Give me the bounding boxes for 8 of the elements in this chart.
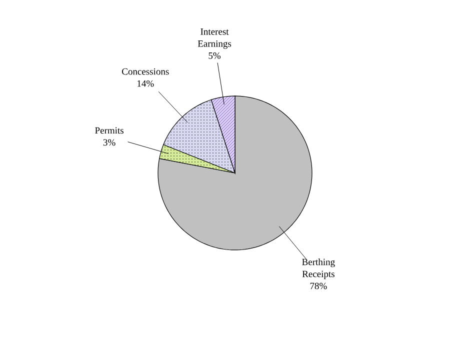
data-label: 78% bbox=[310, 282, 327, 290]
data-label: 3% bbox=[103, 139, 116, 146]
data-label: 5% bbox=[208, 52, 221, 59]
slice-label: Interest Earnings bbox=[198, 28, 232, 49]
slice-label: Berthing Receipts bbox=[302, 258, 335, 280]
data-label: 14% bbox=[138, 80, 154, 87]
slice-label: Permits bbox=[95, 127, 124, 134]
slice-label: Concessions bbox=[122, 68, 169, 75]
